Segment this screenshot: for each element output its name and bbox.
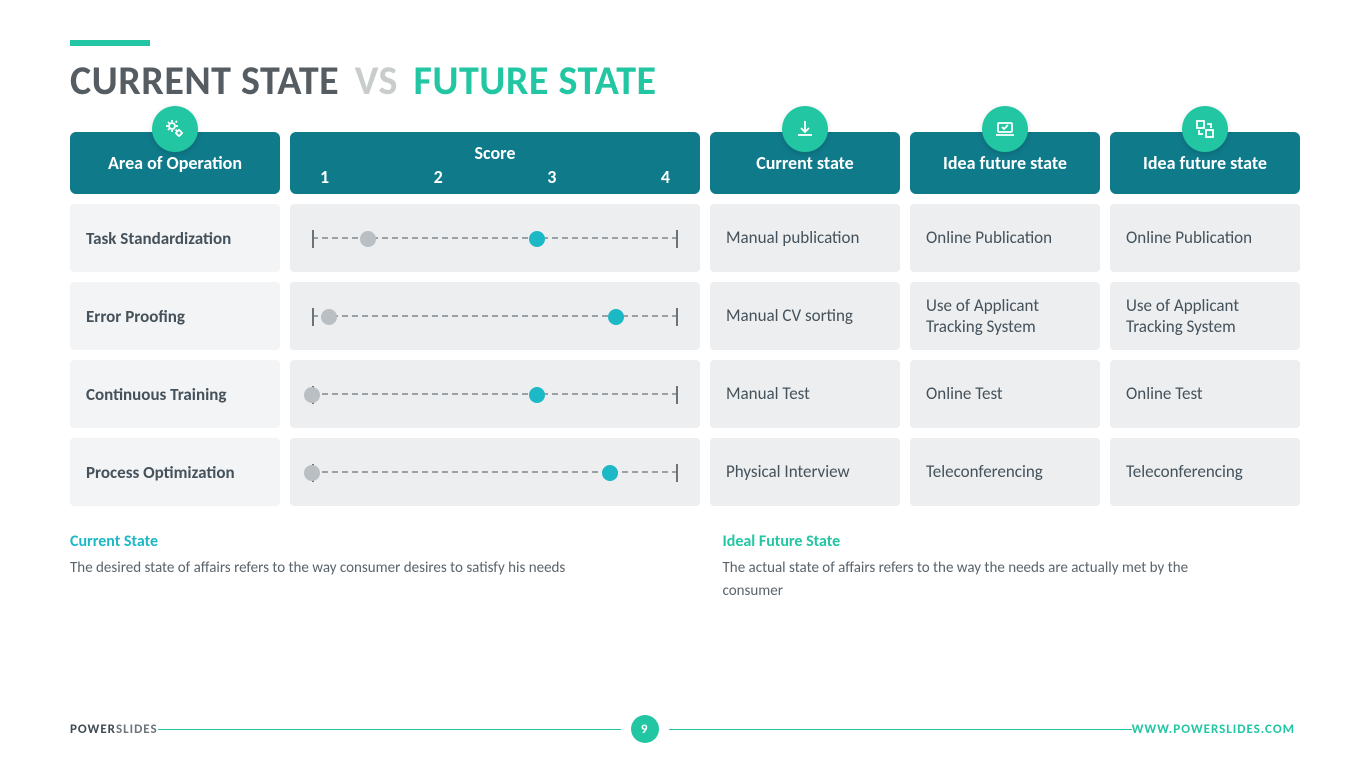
future1-cell: Teleconferencing [910,438,1100,506]
comparison-grid: Area of Operation Score 1 2 3 4 Current … [70,132,1295,506]
footer-brand: POWERSLIDES [70,722,158,737]
header-future-1: Idea future state [910,132,1100,194]
current-cell: Manual publication [710,204,900,272]
future2-cell: Use of Applicant Tracking System [1110,282,1300,350]
header-score-ticks: 1 2 3 4 [290,166,700,188]
future1-cell: Online Test [910,360,1100,428]
score-track [312,315,678,317]
desc-future-title: Ideal Future State [723,532,1296,551]
desc-future: Ideal Future State The actual state of a… [723,532,1296,604]
gear-icon [152,106,198,152]
current-cell: Manual Test [710,360,900,428]
header-current-label: Current state [756,152,854,174]
score-track [312,471,678,473]
desc-current: Current State The desired state of affai… [70,532,643,604]
score-track [312,237,678,239]
area-cell: Task Standardization [70,204,280,272]
score-dot-current [321,309,337,325]
footer-url: WWW.POWERSLIDES.COM [1132,722,1295,737]
score-tick: 1 [320,166,329,188]
header-future-2: Idea future state [1110,132,1300,194]
desc-current-body: The desired state of affairs refers to t… [70,557,590,580]
download-icon [782,106,828,152]
desc-current-title: Current State [70,532,643,551]
score-dot-future [529,231,545,247]
header-current: Current state [710,132,900,194]
header-area-label: Area of Operation [108,152,242,174]
score-tick: 2 [434,166,443,188]
desc-future-body: The actual state of affairs refers to th… [723,557,1243,604]
footer-rule-left [158,729,621,730]
future2-cell: Online Publication [1110,204,1300,272]
current-cell: Manual CV sorting [710,282,900,350]
footer-rule-right [669,729,1132,730]
header-area: Area of Operation [70,132,280,194]
header-score-label: Score [475,142,516,164]
score-dot-future [529,387,545,403]
accent-bar [70,40,150,46]
header-future2-label: Idea future state [1143,152,1267,174]
footer: POWERSLIDES 9 WWW.POWERSLIDES.COM [70,715,1295,743]
score-tick: 4 [661,166,670,188]
score-cell [290,438,700,506]
descriptions: Current State The desired state of affai… [70,532,1295,604]
score-dot-future [608,309,624,325]
laptop-check-icon [982,106,1028,152]
score-cell [290,360,700,428]
area-cell: Process Optimization [70,438,280,506]
score-dot-current [304,465,320,481]
score-dot-current [304,387,320,403]
page-number-badge: 9 [631,715,659,743]
footer-brand-bold: POWER [70,722,116,737]
area-cell: Error Proofing [70,282,280,350]
slide: CURRENT STATE VS FUTURE STATE Area of Op… [70,40,1295,727]
current-cell: Physical Interview [710,438,900,506]
title-right: FUTURE STATE [413,56,656,105]
future2-cell: Online Test [1110,360,1300,428]
future1-cell: Online Publication [910,204,1100,272]
future2-cell: Teleconferencing [1110,438,1300,506]
score-dot-future [602,465,618,481]
title-left: CURRENT STATE [70,56,339,105]
score-cell [290,204,700,272]
future1-cell: Use of Applicant Tracking System [910,282,1100,350]
page-number: 9 [641,722,649,737]
area-cell: Continuous Training [70,360,280,428]
footer-brand-light: SLIDES [116,722,158,737]
slide-title: CURRENT STATE VS FUTURE STATE [70,60,1295,102]
header-future1-label: Idea future state [943,152,1067,174]
score-dot-current [360,231,376,247]
refresh-squares-icon [1182,106,1228,152]
title-vs: VS [355,56,398,105]
header-score: Score 1 2 3 4 [290,132,700,194]
score-cell [290,282,700,350]
score-tick: 3 [547,166,556,188]
score-track [312,393,678,395]
